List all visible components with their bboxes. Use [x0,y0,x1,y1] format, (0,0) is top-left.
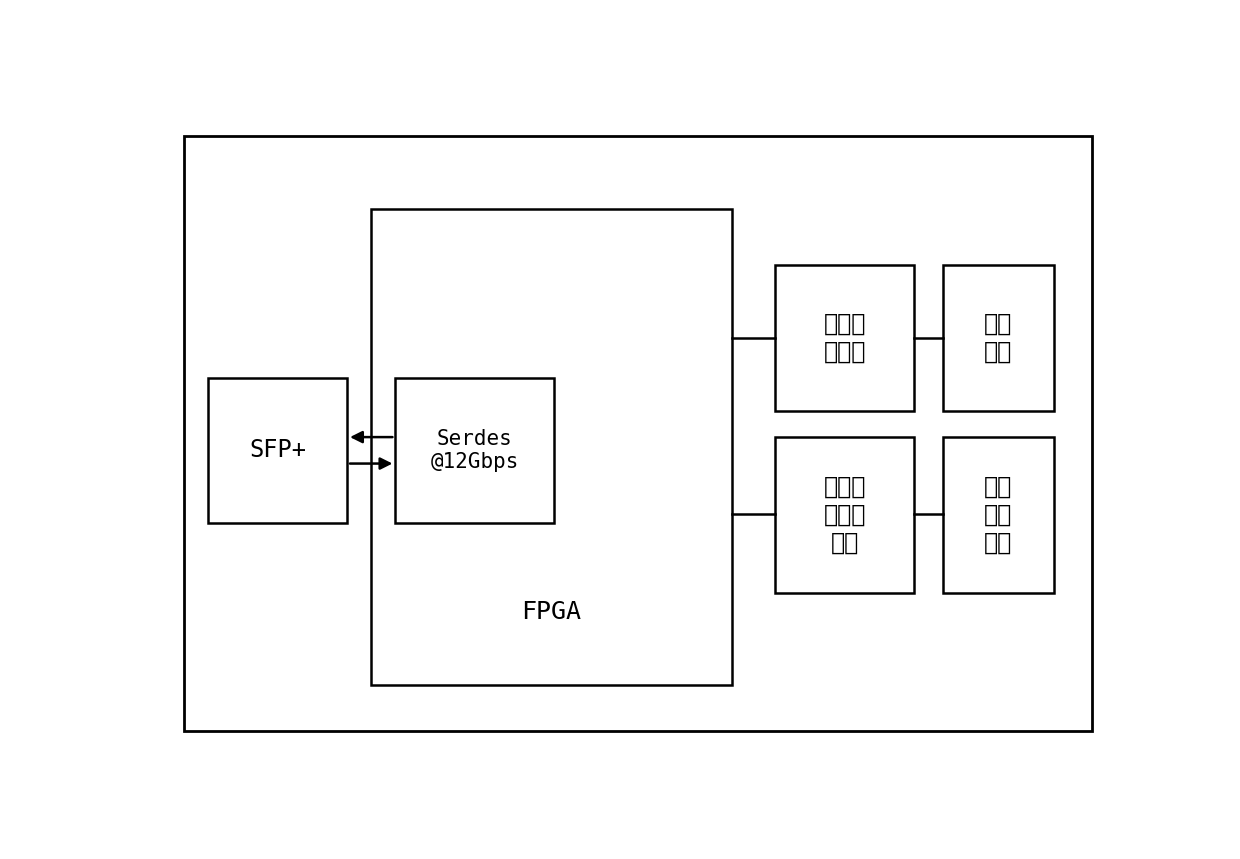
Text: 键盘鼠
标接口
芯片: 键盘鼠 标接口 芯片 [823,475,866,555]
Bar [396,378,554,523]
Bar [942,437,1054,593]
Bar [208,378,347,523]
Bar [775,265,914,411]
Text: 视频
接口: 视频 接口 [985,312,1012,364]
Bar [775,437,914,593]
Bar [942,265,1054,411]
Text: Serdes
@12Gbps: Serdes @12Gbps [430,429,518,472]
Bar [371,209,732,685]
Text: 键盘
鼠标
接口: 键盘 鼠标 接口 [985,475,1012,555]
Text: 视频接
口芯片: 视频接 口芯片 [823,312,866,364]
Text: SFP+: SFP+ [249,438,306,462]
Text: FPGA: FPGA [521,600,582,624]
